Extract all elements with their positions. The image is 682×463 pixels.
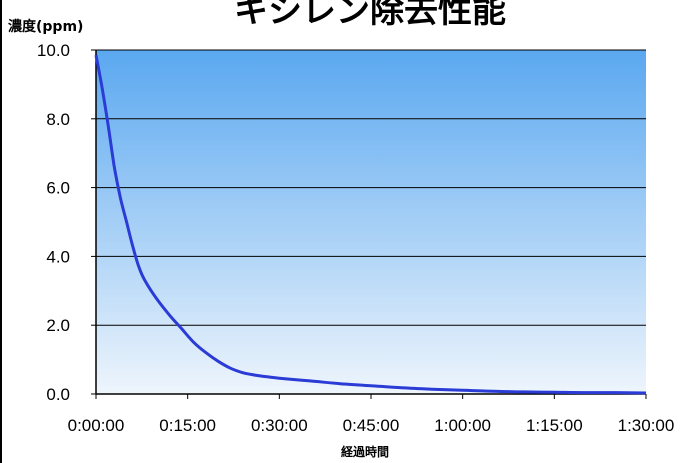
x-axis-ticks: 0:00:00 0:15:00 0:30:00 0:45:00 1:00:00 1:15:… [68,394,675,435]
y-axis-label: 濃度(ppm) [8,18,83,35]
y-tick-label: 0.0 [46,385,70,404]
chart-title: キシレン除去性能 [234,0,506,31]
x-tick-label: 1:00:00 [434,416,491,435]
y-axis-ticks: 0.0 2.0 4.0 6.0 8.0 10.0 [37,41,96,404]
x-tick-label: 0:15:00 [159,416,216,435]
x-tick-label: 0:00:00 [68,416,125,435]
x-tick-label: 1:15:00 [526,416,583,435]
y-tick-label: 6.0 [46,179,70,198]
y-tick-label: 10.0 [37,41,70,60]
series-group [94,54,647,395]
x-axis-label: 経過時間 [341,444,389,459]
y-tick-label: 4.0 [46,247,70,266]
gridlines [96,49,646,326]
y-tick-label: 2.0 [46,316,70,335]
y-tick-label: 8.0 [46,110,70,129]
x-tick-label: 1:30:00 [618,416,675,435]
plot-area [96,50,646,394]
x-tick-label: 0:45:00 [343,416,400,435]
x-tick-label: 0:30:00 [251,416,308,435]
series-line [94,54,647,395]
